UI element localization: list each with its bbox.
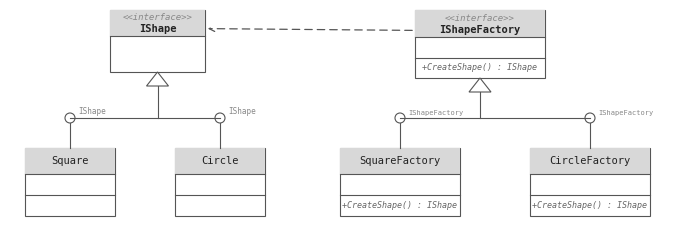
- Text: <<interface>>: <<interface>>: [445, 14, 515, 23]
- Text: Square: Square: [51, 156, 89, 166]
- Bar: [175, 148, 265, 174]
- Bar: [175, 148, 265, 216]
- Bar: [530, 148, 650, 216]
- Text: IShapeFactory: IShapeFactory: [408, 110, 463, 116]
- Text: IShape: IShape: [78, 107, 106, 116]
- Polygon shape: [469, 78, 491, 92]
- Bar: [25, 148, 115, 174]
- Text: IShape: IShape: [139, 24, 176, 34]
- Text: +CreateShape() : IShape: +CreateShape() : IShape: [423, 63, 538, 72]
- Bar: [340, 148, 460, 174]
- Text: +CreateShape() : IShape: +CreateShape() : IShape: [342, 201, 458, 210]
- Text: Circle: Circle: [202, 156, 239, 166]
- Bar: [415, 10, 545, 37]
- Polygon shape: [146, 72, 169, 86]
- Text: SquareFactory: SquareFactory: [359, 156, 440, 166]
- Text: CircleFactory: CircleFactory: [550, 156, 631, 166]
- Text: IShapeFactory: IShapeFactory: [598, 110, 653, 116]
- Text: <<interface>>: <<interface>>: [122, 13, 192, 22]
- Bar: [110, 10, 205, 36]
- Bar: [110, 10, 205, 72]
- Text: +CreateShape() : IShape: +CreateShape() : IShape: [533, 201, 648, 210]
- Bar: [25, 148, 115, 216]
- Text: IShape: IShape: [228, 107, 256, 116]
- Bar: [415, 10, 545, 78]
- Text: IShapeFactory: IShapeFactory: [440, 24, 521, 35]
- Bar: [530, 148, 650, 174]
- Bar: [340, 148, 460, 216]
